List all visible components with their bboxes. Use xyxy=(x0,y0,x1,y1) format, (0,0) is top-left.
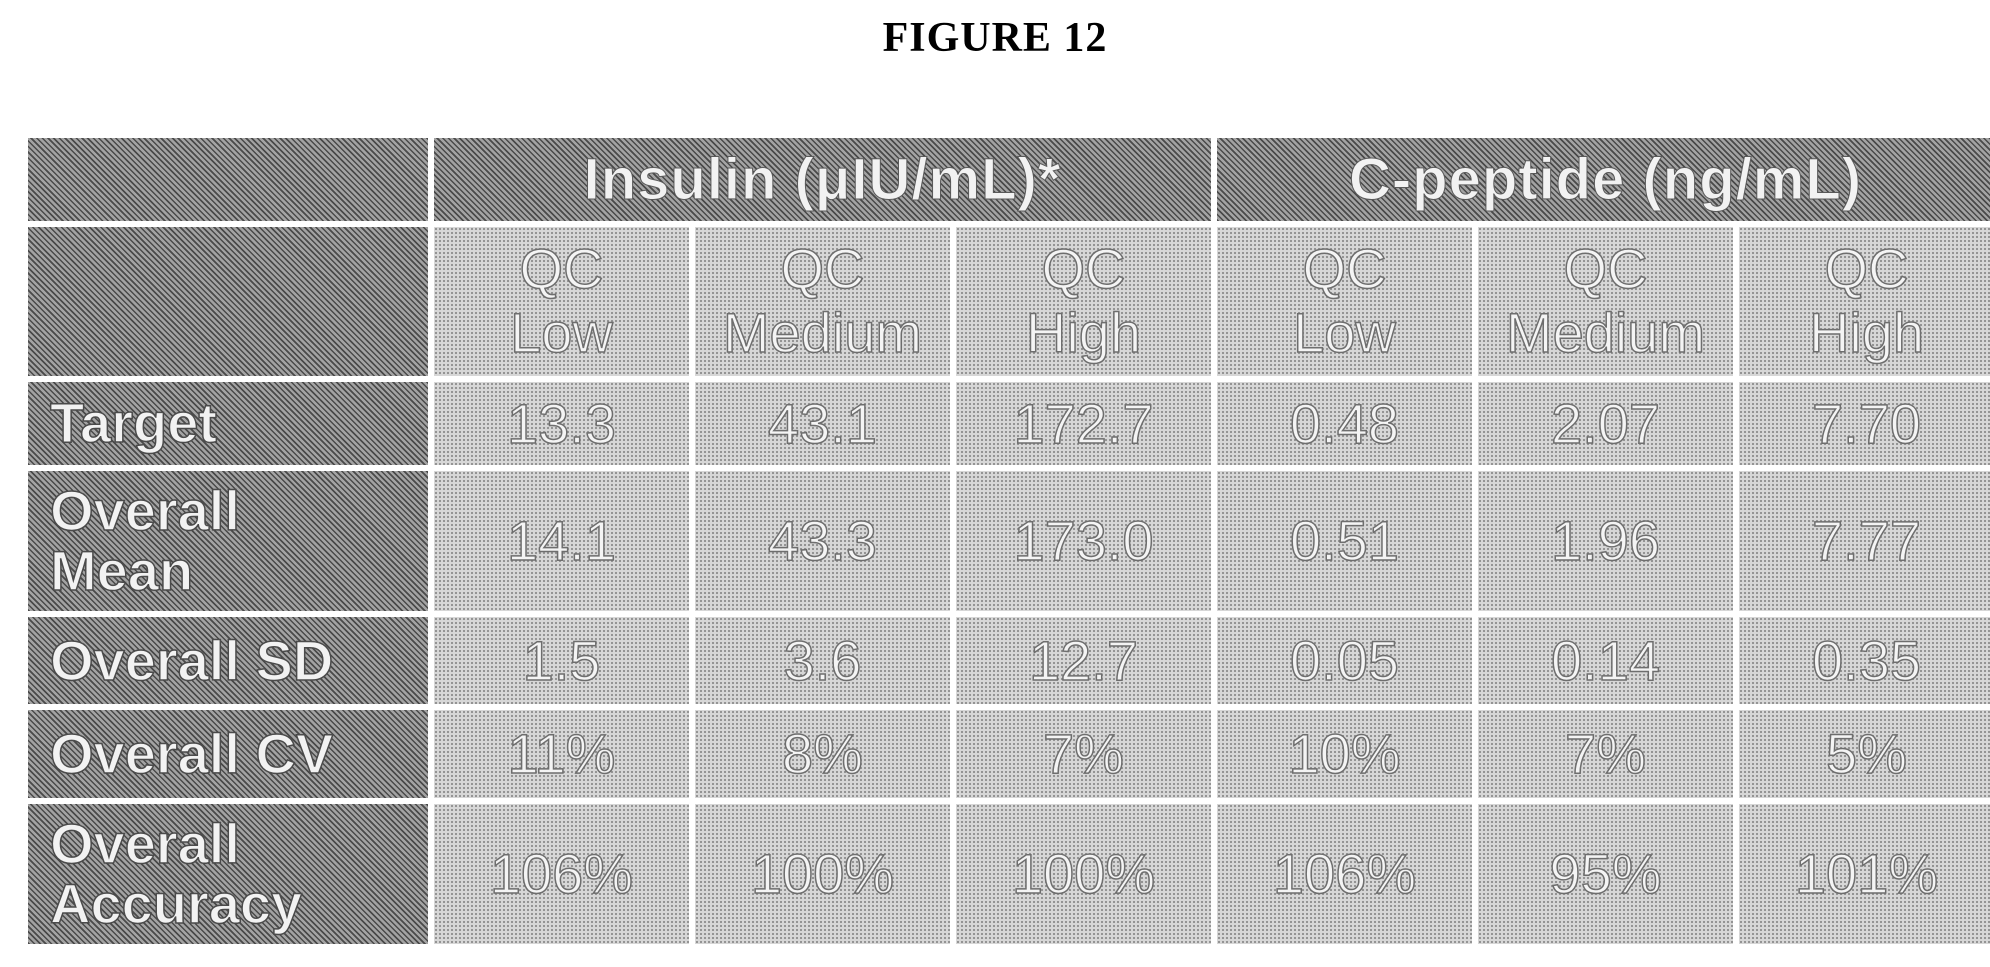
table-cell: 7% xyxy=(1478,710,1734,798)
column-header: QC High xyxy=(1739,226,1990,376)
table-cell: 106% xyxy=(1217,803,1473,944)
subheader-row: QC Low QC Medium QC High QC Low QC Medium QC H… xyxy=(28,226,1990,376)
row-label: Target xyxy=(28,381,428,465)
table-cell: 3.6 xyxy=(695,617,950,705)
qc-results-table: Insulin (μIU/mL)* C-peptide (ng/mL) QC Lo… xyxy=(22,132,1990,950)
table-cell: 14.1 xyxy=(434,470,689,612)
table-row: Target 13.3 43.1 172.7 0.48 2.07 7.70 xyxy=(28,381,1990,465)
table-cell: 5% xyxy=(1739,710,1990,798)
figure-title: FIGURE 12 xyxy=(882,15,1108,61)
group-header-row: Insulin (μIU/mL)* C-peptide (ng/mL) xyxy=(28,138,1990,221)
table-row: Overall CV 11% 8% 7% 10% 7% 5% xyxy=(28,710,1990,798)
table-cell: 10% xyxy=(1217,710,1473,798)
table-cell: 43.3 xyxy=(695,470,950,612)
table-cell: 2.07 xyxy=(1478,381,1734,465)
column-header: QC Medium xyxy=(1478,226,1734,376)
column-header: QC Low xyxy=(1217,226,1473,376)
table-cell: 173.0 xyxy=(956,470,1212,612)
table-cell: 100% xyxy=(956,803,1212,944)
table-cell: 7% xyxy=(956,710,1212,798)
row-label: Overall CV xyxy=(28,710,428,798)
column-header: QC High xyxy=(956,226,1212,376)
column-header: QC Low xyxy=(434,226,689,376)
table-cell: 1.96 xyxy=(1478,470,1734,612)
table-cell: 1.5 xyxy=(434,617,689,705)
table-cell: 13.3 xyxy=(434,381,689,465)
table-cell: 106% xyxy=(434,803,689,944)
table-cell: 0.14 xyxy=(1478,617,1734,705)
corner-cell xyxy=(28,138,428,221)
insulin-group-header: Insulin (μIU/mL)* xyxy=(434,138,1212,221)
table-cell: 11% xyxy=(434,710,689,798)
table-row: Overall SD 1.5 3.6 12.7 0.05 0.14 0.35 xyxy=(28,617,1990,705)
row-label: Overall Mean xyxy=(28,470,428,612)
row-label: Overall SD xyxy=(28,617,428,705)
table-cell: 0.48 xyxy=(1217,381,1473,465)
results-table-container: Insulin (μIU/mL)* C-peptide (ng/mL) QC Lo… xyxy=(22,132,1990,950)
corner-cell-lower xyxy=(28,226,428,376)
table-cell: 0.51 xyxy=(1217,470,1473,612)
column-header: QC Medium xyxy=(695,226,950,376)
table-row: Overall Mean 14.1 43.3 173.0 0.51 1.96 7.… xyxy=(28,470,1990,612)
row-label: Overall Accuracy xyxy=(28,803,428,944)
c-peptide-group-header: C-peptide (ng/mL) xyxy=(1217,138,1990,221)
table-cell: 43.1 xyxy=(695,381,950,465)
table-cell: 172.7 xyxy=(956,381,1212,465)
table-cell: 101% xyxy=(1739,803,1990,944)
table-row: Overall Accuracy 106% 100% 100% 106% 95% … xyxy=(28,803,1990,944)
table-cell: 0.05 xyxy=(1217,617,1473,705)
table-cell: 7.70 xyxy=(1739,381,1990,465)
table-cell: 7.77 xyxy=(1739,470,1990,612)
table-cell: 8% xyxy=(695,710,950,798)
table-cell: 0.35 xyxy=(1739,617,1990,705)
table-cell: 95% xyxy=(1478,803,1734,944)
table-cell: 100% xyxy=(695,803,950,944)
table-cell: 12.7 xyxy=(956,617,1212,705)
